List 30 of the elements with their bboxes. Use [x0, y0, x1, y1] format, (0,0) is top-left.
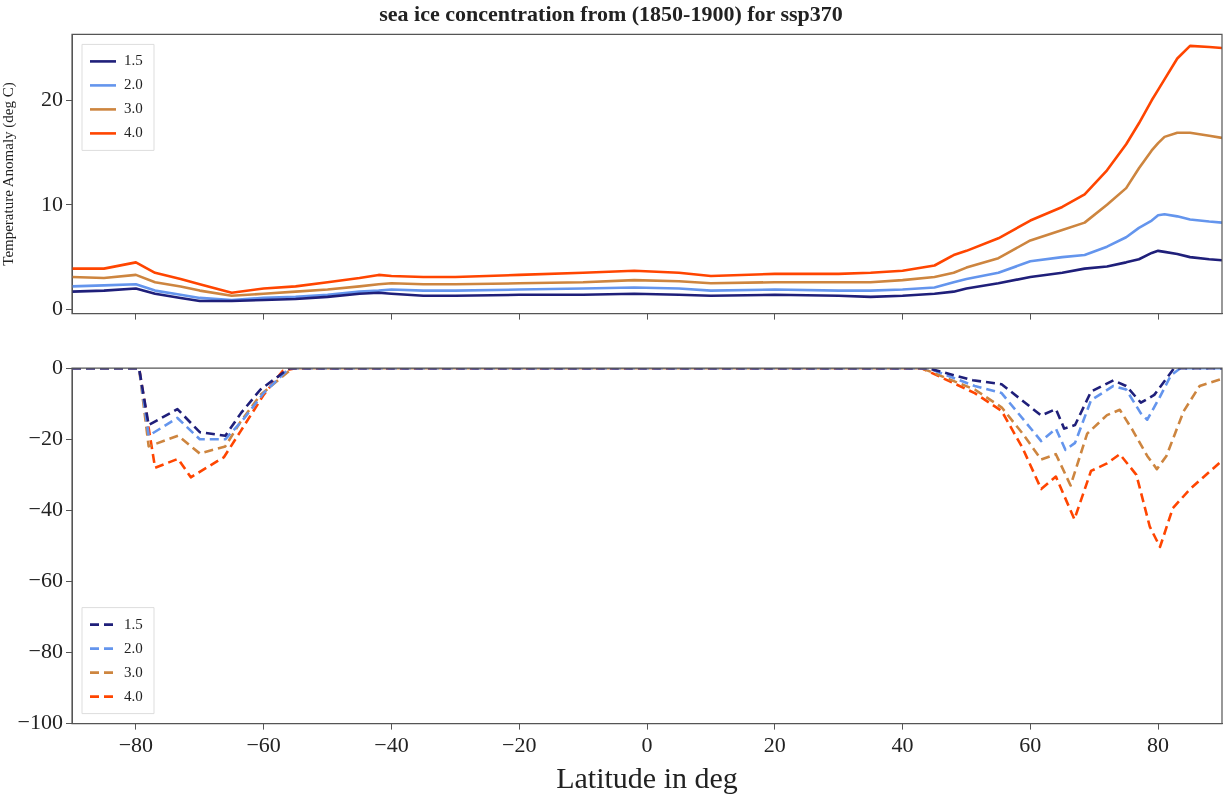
x-tick-label: −80: [118, 731, 154, 757]
x-tick-label: −40: [374, 731, 409, 757]
y-tick-label: 0: [52, 353, 63, 379]
legend-label: 3.0: [124, 663, 143, 680]
y-tick-label: −60: [28, 567, 63, 593]
x-axis-title: Latitude in deg: [556, 760, 738, 794]
x-tick-label: 0: [641, 731, 653, 757]
chart-title: sea ice concentration from (1850-1900) for ssp370: [379, 0, 843, 26]
y-tick-label: −20: [28, 425, 63, 451]
line-series: [72, 368, 1222, 438]
y-tick-label: 0: [52, 295, 63, 321]
y-tick-label: −80: [28, 638, 63, 664]
y-axis-title: Temperature Anomaly (deg C): [0, 82, 17, 266]
x-tick-label: 60: [1019, 731, 1042, 757]
legend-label: 2.0: [124, 76, 143, 93]
x-tick-label: −20: [502, 731, 537, 757]
x-tick-label: 40: [891, 731, 914, 757]
legend-label: 4.0: [124, 687, 143, 704]
y-tick-label: −100: [17, 709, 63, 735]
legend-label: 1.5: [124, 52, 143, 69]
legend-label: 2.0: [124, 639, 143, 656]
y-tick-label: −40: [28, 496, 63, 522]
x-tick-label: −60: [246, 731, 281, 757]
legend-label: 4.0: [124, 124, 143, 141]
y-tick-label: 20: [41, 86, 63, 112]
legend-label: 3.0: [124, 100, 143, 117]
x-tick-label: 80: [1147, 731, 1170, 757]
x-tick-label: 20: [763, 731, 786, 757]
y-tick-label: 10: [41, 190, 63, 216]
legend-label: 1.5: [124, 615, 143, 632]
